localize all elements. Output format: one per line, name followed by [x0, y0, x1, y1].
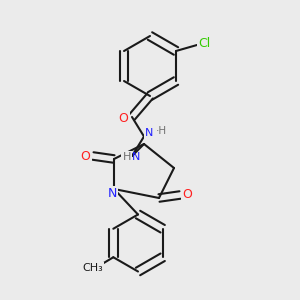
Text: ·H: ·H: [155, 126, 167, 136]
Text: H: H: [122, 152, 131, 163]
Text: N: N: [131, 152, 140, 162]
Text: N: N: [108, 187, 117, 200]
Text: O: O: [119, 112, 128, 125]
Text: O: O: [81, 149, 90, 163]
Text: Cl: Cl: [198, 37, 211, 50]
Text: CH₃: CH₃: [82, 263, 103, 273]
Text: O: O: [183, 188, 192, 202]
Text: N: N: [145, 128, 154, 138]
